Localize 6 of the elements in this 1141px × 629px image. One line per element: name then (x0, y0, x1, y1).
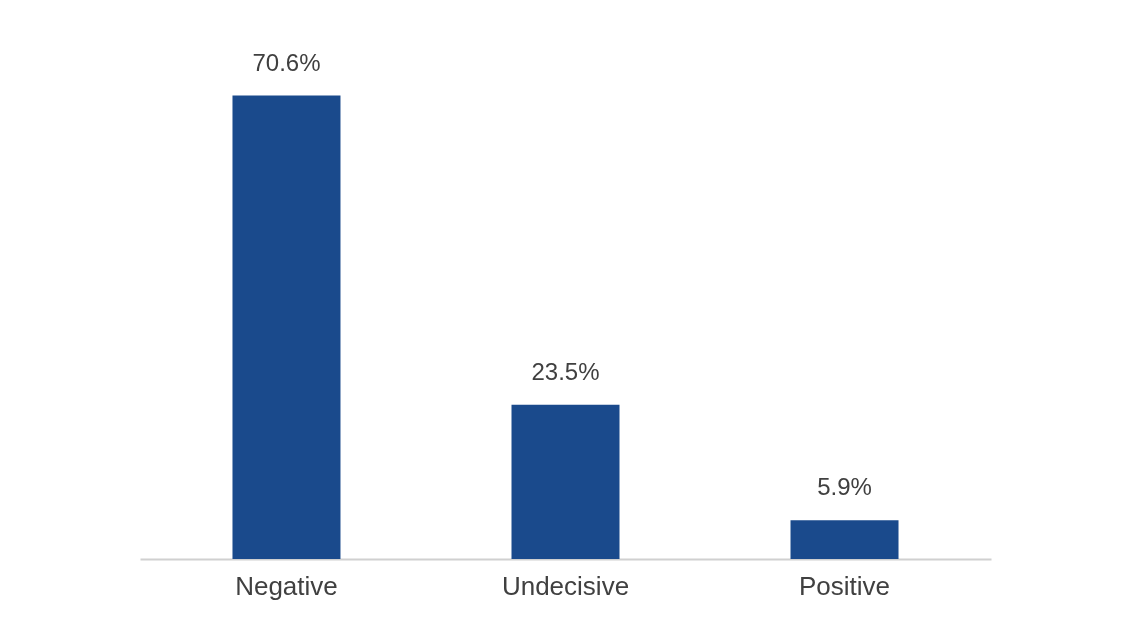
x-tick-label: Undecisive (501, 570, 630, 601)
x-tick-label: Positive (798, 570, 891, 601)
data-label: 70.6% (252, 48, 321, 76)
data-label: 23.5% (531, 357, 600, 385)
data-label: 5.9% (817, 473, 872, 501)
x-tick-label: Negative (235, 570, 338, 601)
